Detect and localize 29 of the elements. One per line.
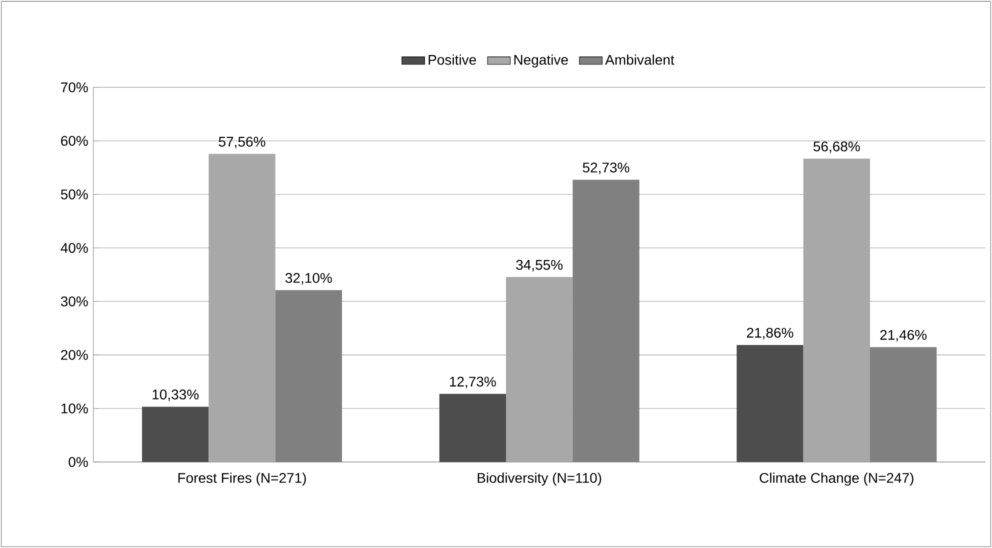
y-tick-label: 30% <box>60 296 88 306</box>
bar <box>506 277 573 462</box>
y-tick-label: 20% <box>61 350 88 360</box>
y-tick-label: 40% <box>60 242 88 253</box>
data-label: 56,68% <box>813 141 860 154</box>
data-label: 52,73% <box>582 162 630 174</box>
bar <box>736 344 804 462</box>
data-label: 21,86% <box>746 328 794 340</box>
y-tick-label: 50% <box>60 189 88 200</box>
data-label: 57,56% <box>218 136 266 148</box>
y-tick-label: 0% <box>68 457 88 467</box>
y-tick-label: 70% <box>61 82 88 92</box>
x-tick-label: Biodiversity (N=110) <box>478 472 602 486</box>
data-label: 21,46% <box>880 330 927 342</box>
data-label: 34,55% <box>516 260 563 272</box>
y-tick-label: 60% <box>61 136 88 146</box>
bar <box>208 154 276 462</box>
bar <box>142 406 209 462</box>
data-label: 10,33% <box>152 390 199 402</box>
y-tick-label: 10% <box>61 404 88 414</box>
bar <box>803 158 870 462</box>
legend-label: Negative <box>514 54 568 68</box>
bar <box>439 394 506 462</box>
x-tick-label: Forest Fires (N=271) <box>178 472 306 486</box>
x-tick-label: Climate Change (N=247) <box>760 472 914 486</box>
legend-label: Positive <box>428 54 476 65</box>
data-label: 32,10% <box>285 273 332 285</box>
legend-label: Ambivalent <box>605 54 674 65</box>
data-label: 12,73% <box>450 376 496 388</box>
